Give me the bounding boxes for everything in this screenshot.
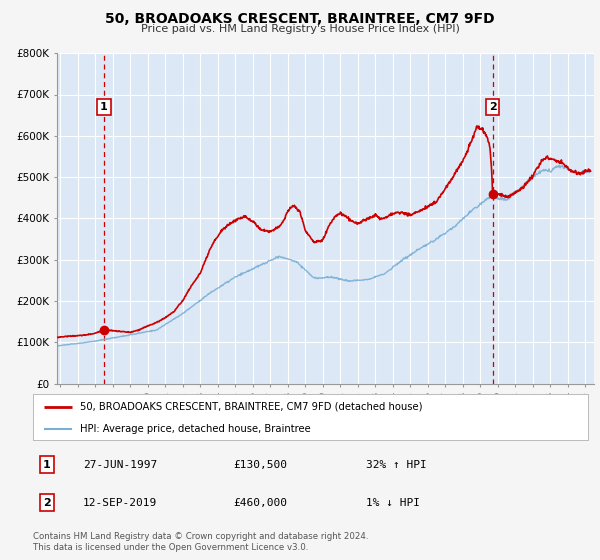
Text: 1: 1 xyxy=(100,102,108,112)
Text: 2: 2 xyxy=(43,498,51,508)
Text: This data is licensed under the Open Government Licence v3.0.: This data is licensed under the Open Gov… xyxy=(33,543,308,552)
Text: 2: 2 xyxy=(488,102,496,112)
Text: £460,000: £460,000 xyxy=(233,498,287,508)
Text: HPI: Average price, detached house, Braintree: HPI: Average price, detached house, Brai… xyxy=(80,424,311,435)
Text: 50, BROADOAKS CRESCENT, BRAINTREE, CM7 9FD: 50, BROADOAKS CRESCENT, BRAINTREE, CM7 9… xyxy=(105,12,495,26)
Text: 1: 1 xyxy=(43,460,51,469)
Text: £130,500: £130,500 xyxy=(233,460,287,469)
Text: 50, BROADOAKS CRESCENT, BRAINTREE, CM7 9FD (detached house): 50, BROADOAKS CRESCENT, BRAINTREE, CM7 9… xyxy=(80,402,422,412)
Text: 32% ↑ HPI: 32% ↑ HPI xyxy=(366,460,427,469)
Text: Contains HM Land Registry data © Crown copyright and database right 2024.: Contains HM Land Registry data © Crown c… xyxy=(33,532,368,541)
Text: 1% ↓ HPI: 1% ↓ HPI xyxy=(366,498,420,508)
Text: 12-SEP-2019: 12-SEP-2019 xyxy=(83,498,157,508)
Text: Price paid vs. HM Land Registry's House Price Index (HPI): Price paid vs. HM Land Registry's House … xyxy=(140,24,460,34)
Text: 27-JUN-1997: 27-JUN-1997 xyxy=(83,460,157,469)
